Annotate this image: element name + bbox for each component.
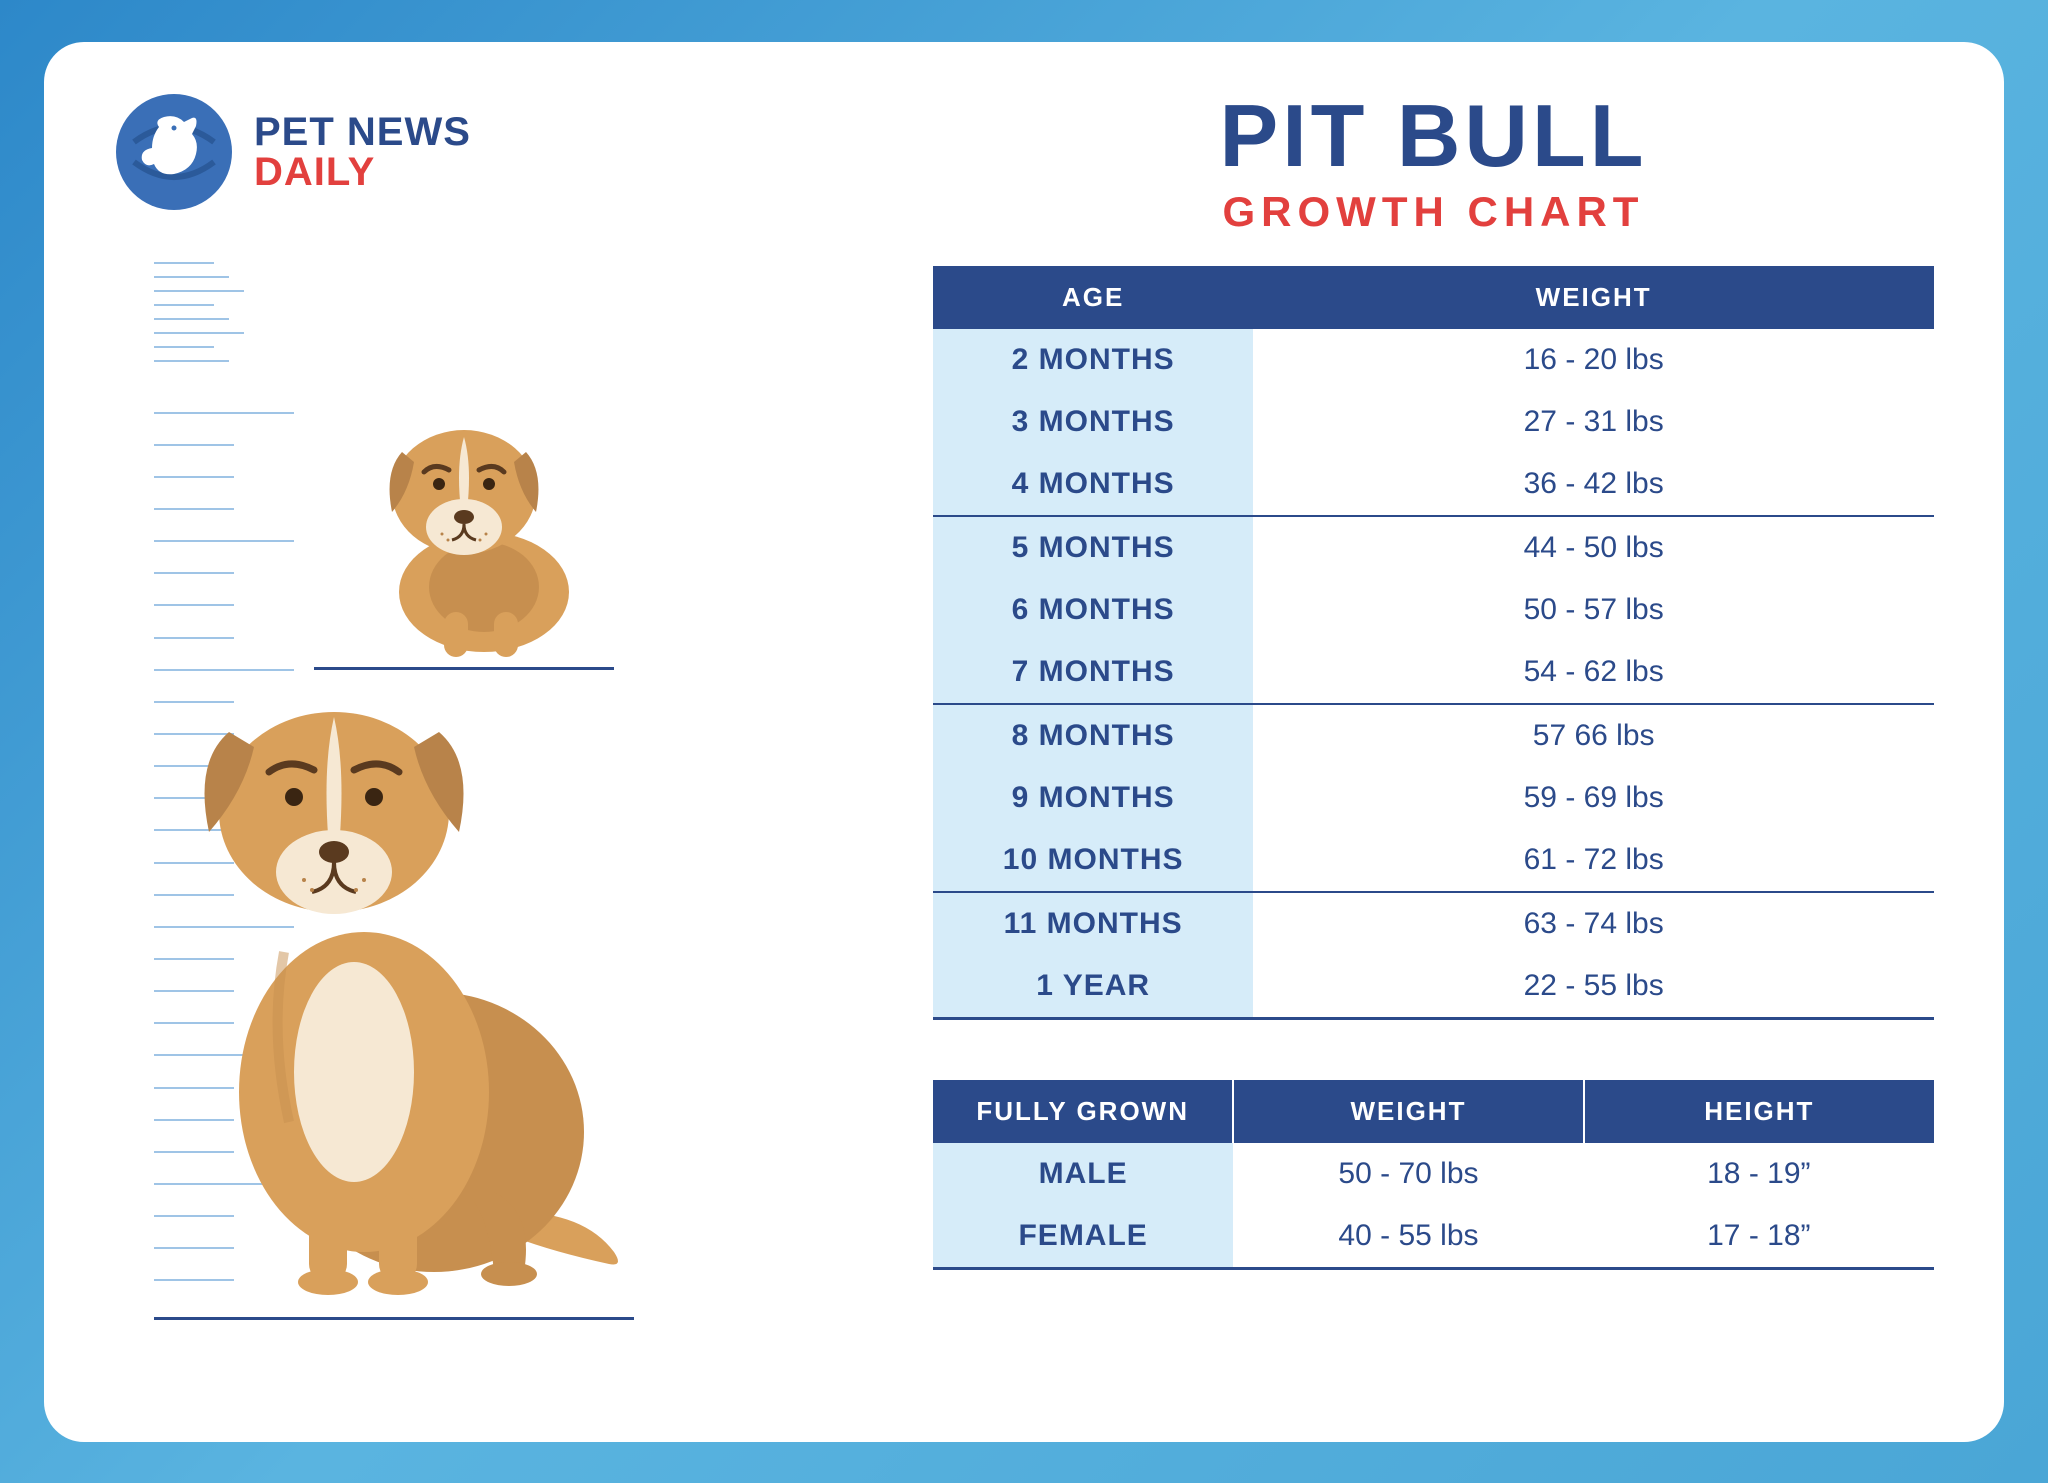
puppy-illustration — [314, 382, 614, 670]
age-cell: 7 MONTHS — [933, 641, 1253, 704]
label-cell: FEMALE — [933, 1205, 1233, 1269]
col-fully-grown: FULLY GROWN — [933, 1080, 1233, 1143]
age-cell: 9 MONTHS — [933, 767, 1253, 829]
logo-line2: DAILY — [254, 152, 471, 192]
logo-text: PET NEWS DAILY — [254, 112, 471, 192]
age-cell: 10 MONTHS — [933, 829, 1253, 892]
adult-baseline — [154, 1317, 634, 1320]
right-panel: PIT BULL GROWTH CHART AGE WEIGHT 2 MONTH… — [933, 92, 1934, 1392]
weight-cell: 61 - 72 lbs — [1253, 829, 1934, 892]
chart-title: PIT BULL GROWTH CHART — [933, 92, 1934, 236]
height-cell: 18 - 19” — [1584, 1143, 1934, 1205]
col-height-grown: HEIGHT — [1584, 1080, 1934, 1143]
age-cell: 3 MONTHS — [933, 391, 1253, 453]
age-cell: 1 YEAR — [933, 955, 1253, 1019]
weight-cell: 57 66 lbs — [1253, 704, 1934, 767]
table-row: 7 MONTHS54 - 62 lbs — [933, 641, 1934, 704]
weight-cell: 54 - 62 lbs — [1253, 641, 1934, 704]
title-sub: GROWTH CHART — [933, 188, 1934, 236]
infographic-card: PET NEWS DAILY — [44, 42, 2004, 1442]
table-row: 10 MONTHS61 - 72 lbs — [933, 829, 1934, 892]
age-cell: 4 MONTHS — [933, 453, 1253, 516]
col-weight-grown: WEIGHT — [1233, 1080, 1583, 1143]
weight-cell: 27 - 31 lbs — [1253, 391, 1934, 453]
table-row: MALE50 - 70 lbs18 - 19” — [933, 1143, 1934, 1205]
weight-cell: 59 - 69 lbs — [1253, 767, 1934, 829]
table-row: 6 MONTHS50 - 57 lbs — [933, 579, 1934, 641]
label-cell: MALE — [933, 1143, 1233, 1205]
table-row: 4 MONTHS36 - 42 lbs — [933, 453, 1934, 516]
table-row: 5 MONTHS44 - 50 lbs — [933, 516, 1934, 579]
adult-illustration — [154, 652, 634, 1320]
col-age: AGE — [933, 266, 1253, 329]
weight-cell: 16 - 20 lbs — [1253, 329, 1934, 391]
age-cell: 8 MONTHS — [933, 704, 1253, 767]
weight-cell: 22 - 55 lbs — [1253, 955, 1934, 1019]
table-row: 8 MONTHS57 66 lbs — [933, 704, 1934, 767]
logo: PET NEWS DAILY — [114, 92, 933, 212]
table-row: 2 MONTHS16 - 20 lbs — [933, 329, 1934, 391]
weight-cell: 36 - 42 lbs — [1253, 453, 1934, 516]
weight-cell: 44 - 50 lbs — [1253, 516, 1934, 579]
fully-grown-table: FULLY GROWN WEIGHT HEIGHT MALE50 - 70 lb… — [933, 1080, 1934, 1270]
weight-cell: 50 - 70 lbs — [1233, 1143, 1583, 1205]
table-row: 3 MONTHS27 - 31 lbs — [933, 391, 1934, 453]
age-cell: 2 MONTHS — [933, 329, 1253, 391]
col-weight: WEIGHT — [1253, 266, 1934, 329]
weight-cell: 40 - 55 lbs — [1233, 1205, 1583, 1269]
logo-icon — [114, 92, 234, 212]
left-panel: PET NEWS DAILY — [114, 92, 933, 1392]
age-cell: 5 MONTHS — [933, 516, 1253, 579]
weight-cell: 63 - 74 lbs — [1253, 892, 1934, 955]
logo-line1: PET NEWS — [254, 112, 471, 152]
table-row: FEMALE40 - 55 lbs17 - 18” — [933, 1205, 1934, 1269]
table-row: 1 YEAR22 - 55 lbs — [933, 955, 1934, 1019]
height-cell: 17 - 18” — [1584, 1205, 1934, 1269]
age-cell: 6 MONTHS — [933, 579, 1253, 641]
table-row: 11 MONTHS63 - 74 lbs — [933, 892, 1934, 955]
growth-table: AGE WEIGHT 2 MONTHS16 - 20 lbs3 MONTHS27… — [933, 266, 1934, 1020]
age-cell: 11 MONTHS — [933, 892, 1253, 955]
title-main: PIT BULL — [933, 92, 1934, 180]
weight-cell: 50 - 57 lbs — [1253, 579, 1934, 641]
table-row: 9 MONTHS59 - 69 lbs — [933, 767, 1934, 829]
